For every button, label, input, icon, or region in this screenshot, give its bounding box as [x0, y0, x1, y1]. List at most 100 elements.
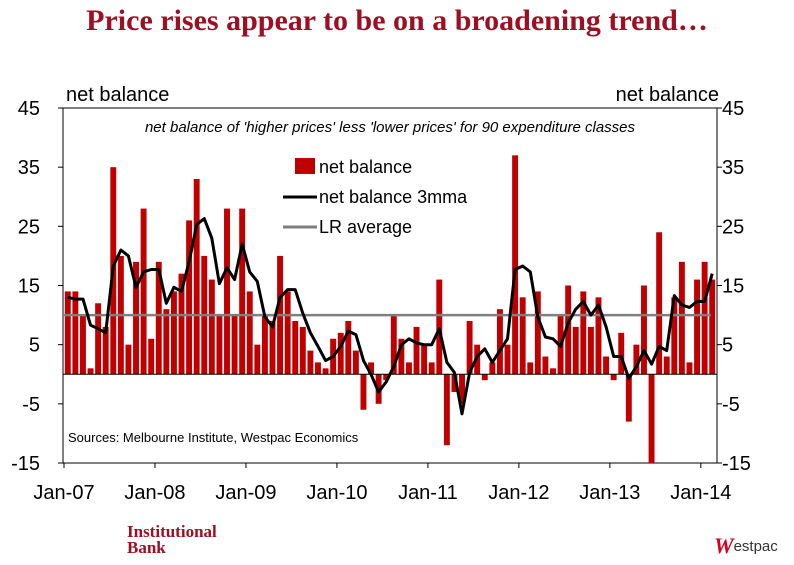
bar [383, 374, 390, 381]
bar [519, 297, 526, 375]
bar [489, 362, 496, 375]
x-tick-label: Jan-08 [124, 482, 185, 504]
bar [428, 362, 435, 375]
bar [565, 285, 572, 375]
y-tick-label-left: 45 [18, 98, 40, 120]
bar [360, 374, 367, 410]
x-tick-label: Jan-12 [488, 482, 549, 504]
bar [459, 374, 465, 404]
bar [398, 338, 405, 375]
bar [299, 326, 306, 375]
bar [686, 362, 693, 375]
bar [512, 155, 519, 375]
bar [368, 362, 375, 375]
bar [79, 315, 86, 375]
bar [504, 344, 511, 375]
bar [603, 356, 610, 375]
y-tick-label-right: 35 [722, 157, 744, 179]
y-axis-right: 45 35 25 15 5 -5 -15 [717, 98, 751, 475]
bar [170, 291, 177, 375]
bar [87, 368, 94, 375]
y-tick-label-right: 15 [722, 276, 744, 298]
bar [671, 297, 678, 375]
y-tick-label-left: 15 [18, 276, 40, 298]
y-axis-label-right: net balance [616, 84, 719, 106]
y-tick-label-right: 5 [722, 335, 733, 357]
bar [239, 208, 246, 375]
x-tick-label: Jan-09 [215, 482, 276, 504]
x-tick-label: Jan-07 [33, 482, 94, 504]
y-tick-label-right: -5 [722, 394, 740, 416]
bar [496, 309, 503, 375]
y-tick-label-left: 25 [18, 216, 40, 238]
bar [208, 279, 215, 375]
y-tick-label-right: 25 [722, 216, 744, 238]
legend: net balance net balance 3mma LR average [283, 157, 468, 237]
chart-title: Price rises appear to be on a broadening… [86, 4, 708, 37]
mma-line [67, 217, 714, 416]
y-tick-label-left: 35 [18, 157, 40, 179]
bar [133, 261, 139, 375]
x-tick-label: Jan-11 [398, 482, 458, 504]
x-axis: Jan-07 Jan-08 Jan-09 Jan-10 Jan-11 Jan-12 Jan-… [33, 463, 731, 504]
bar [678, 261, 685, 375]
bar [269, 321, 276, 375]
bar [140, 208, 147, 375]
bar [663, 356, 670, 375]
y-tick-label-right: -15 [722, 453, 751, 475]
bar [694, 279, 701, 375]
bar [292, 321, 299, 375]
y-tick-label-left: 5 [29, 335, 40, 357]
bar [610, 374, 617, 381]
bar [550, 368, 556, 375]
bar [405, 362, 412, 375]
bar [572, 326, 579, 375]
x-tick-label: Jan-14 [670, 482, 731, 504]
bar [451, 374, 458, 392]
bar [216, 315, 223, 375]
bar [337, 332, 344, 375]
bar [315, 362, 321, 375]
bar [580, 291, 587, 375]
bar [413, 326, 420, 375]
bar [178, 273, 185, 375]
bar [261, 315, 268, 375]
bar [345, 321, 352, 375]
bar [701, 261, 708, 375]
x-tick-label: Jan-10 [306, 482, 367, 504]
bar [72, 291, 79, 375]
bar [193, 179, 200, 375]
bar [95, 303, 102, 375]
bar [527, 362, 534, 375]
bar [231, 315, 238, 375]
bar [587, 326, 594, 375]
y-axis-left: 45 35 25 15 5 -5 -15 [11, 98, 63, 475]
y-tick-label-left: -5 [22, 394, 40, 416]
bar [322, 368, 329, 375]
bar [148, 338, 155, 375]
bar [443, 374, 450, 446]
y-axis-label-left: net balance [66, 84, 169, 106]
bar [284, 291, 291, 375]
y-tick-label-right: 45 [722, 98, 744, 120]
bar [641, 285, 647, 375]
bar [352, 350, 359, 375]
bar [421, 344, 428, 375]
bar [542, 356, 549, 375]
bar [64, 291, 71, 375]
legend-label-3mma: net balance 3mma [319, 187, 468, 207]
bar [163, 309, 170, 375]
bar [534, 291, 541, 375]
bar [625, 374, 632, 422]
bar [186, 220, 193, 375]
institutional-bank-logo: Institutional Bank [127, 522, 217, 557]
bar [224, 208, 230, 375]
bar [155, 261, 162, 375]
bar [648, 374, 655, 463]
bar [709, 279, 716, 375]
legend-label-net-balance: net balance [319, 157, 412, 177]
y-tick-label-left: -15 [11, 453, 40, 475]
bar [246, 291, 253, 375]
chart-subtitle: net balance of 'higher prices' less 'low… [145, 119, 636, 136]
